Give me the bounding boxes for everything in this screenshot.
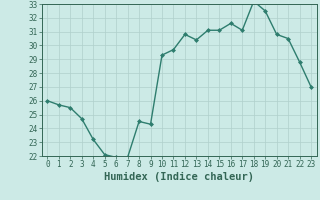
X-axis label: Humidex (Indice chaleur): Humidex (Indice chaleur) — [104, 172, 254, 182]
